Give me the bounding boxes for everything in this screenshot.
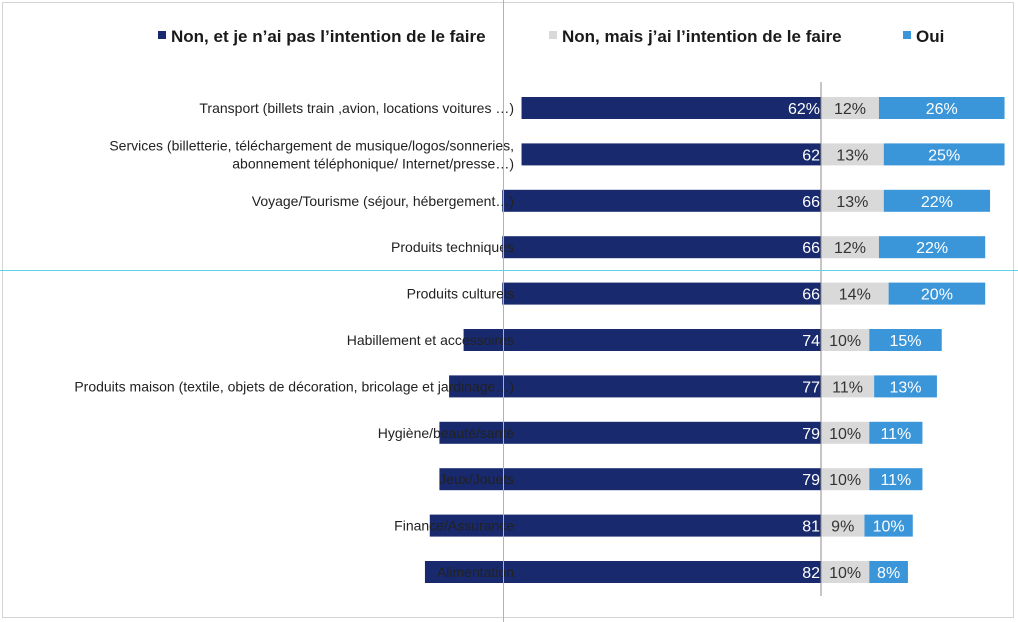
value-label-non-pas-intention: 66	[802, 240, 820, 257]
value-label-non-pas-intention: 79	[802, 472, 820, 489]
value-label-non-intention: 10%	[829, 426, 861, 443]
category-label: Produits techniques	[391, 239, 514, 255]
value-label-oui: 13%	[890, 379, 922, 396]
category-label: Voyage/Tourisme (séjour, hébergement…)	[252, 193, 514, 209]
value-label-non-intention: 10%	[829, 472, 861, 489]
category-label: Produits maison (textile, objets de déco…	[74, 378, 514, 394]
bar-non-pas-intention	[429, 514, 821, 537]
value-label-non-pas-intention: 62	[802, 147, 820, 164]
bar-non-pas-intention	[502, 236, 821, 259]
value-label-non-intention: 12%	[834, 101, 866, 118]
bar-non-pas-intention	[424, 561, 821, 583]
category-label: Alimentation	[437, 564, 514, 580]
bar-oui	[883, 143, 1005, 166]
category-label: Produits culturels	[407, 286, 514, 302]
bar-non-intention	[821, 329, 870, 351]
bar-oui	[864, 514, 913, 537]
bar-non-pas-intention	[463, 329, 821, 351]
value-label-oui: 26%	[926, 101, 958, 118]
value-label-non-intention: 14%	[839, 287, 871, 304]
value-label-non-pas-intention: 82	[802, 565, 820, 582]
bar-non-intention	[821, 468, 870, 491]
value-label-oui: 8%	[877, 565, 900, 582]
bar-non-pas-intention	[502, 282, 821, 305]
bar-non-intention	[821, 143, 884, 166]
bar-oui	[878, 97, 1005, 119]
value-label-non-pas-intention: 77	[802, 379, 820, 396]
value-label-oui: 22%	[921, 194, 953, 211]
bar-oui	[883, 189, 991, 212]
value-label-oui: 10%	[873, 519, 905, 536]
bar-oui	[869, 329, 942, 351]
value-label-non-intention: 10%	[829, 333, 861, 350]
legend-swatch-3	[903, 31, 911, 39]
value-label-non-intention: 13%	[836, 194, 868, 211]
category-label-line-2: abonnement téléphonique/ Internet/presse…	[232, 155, 514, 171]
category-label: Hygiène/beauté/santé	[378, 425, 514, 441]
bar-non-pas-intention	[521, 143, 821, 166]
bar-oui	[878, 236, 986, 259]
legend-label-3: Oui	[916, 27, 944, 46]
bar-non-pas-intention	[449, 375, 821, 398]
value-label-oui: 11%	[880, 472, 911, 489]
category-label: Transport (billets train ,avion, locatio…	[199, 100, 514, 116]
bar-non-pas-intention	[521, 97, 821, 119]
value-label-non-pas-intention: 66	[802, 287, 820, 304]
bar-oui	[888, 282, 986, 305]
bar-oui	[869, 561, 908, 583]
value-label-non-pas-intention: 81	[802, 519, 820, 536]
value-label-non-pas-intention: 74	[802, 333, 820, 350]
value-label-non-intention: 13%	[836, 147, 868, 164]
category-label: Jeux/Jouets	[439, 471, 514, 487]
value-label-non-pas-intention: 79	[802, 426, 820, 443]
value-label-non-intention: 10%	[829, 565, 861, 582]
bar-oui	[869, 421, 923, 444]
value-label-oui: 11%	[880, 426, 911, 443]
bar-non-pas-intention	[439, 468, 821, 491]
category-label-line-1: Services (billetterie, téléchargement de…	[109, 137, 514, 153]
bar-non-intention	[821, 282, 889, 305]
bar-non-intention	[821, 375, 875, 398]
legend-swatch-1	[158, 31, 166, 39]
value-label-oui: 20%	[921, 287, 953, 304]
bar-non-pas-intention	[502, 189, 821, 212]
value-label-oui: 15%	[890, 333, 922, 350]
value-label-oui: 22%	[916, 240, 948, 257]
value-label-non-intention: 9%	[831, 519, 854, 536]
bar-non-pas-intention	[439, 421, 821, 444]
bar-non-intention	[821, 97, 879, 119]
guide-line-horizontal	[0, 270, 1018, 271]
value-label-non-intention: 11%	[832, 379, 863, 396]
category-label: Habillement et accessoires	[347, 332, 514, 348]
value-label-non-pas-intention: 62%	[788, 101, 820, 118]
guide-line-vertical	[503, 0, 504, 622]
bar-oui	[869, 468, 923, 491]
value-label-oui: 25%	[928, 147, 960, 164]
legend-label-2: Non, mais j’ai l’intention de le faire	[562, 27, 842, 46]
value-label-non-pas-intention: 66	[802, 194, 820, 211]
bar-non-intention	[821, 514, 865, 537]
bar-non-intention	[821, 236, 879, 259]
legend-swatch-2	[549, 31, 557, 39]
value-label-non-intention: 12%	[834, 240, 866, 257]
category-label: Finance/Assurance	[394, 518, 514, 534]
bar-non-intention	[821, 561, 870, 583]
legend-label-1: Non, et je n’ai pas l’intention de le fa…	[171, 27, 486, 46]
bar-non-intention	[821, 421, 870, 444]
bar-non-intention	[821, 189, 884, 212]
bar-oui	[874, 375, 937, 398]
